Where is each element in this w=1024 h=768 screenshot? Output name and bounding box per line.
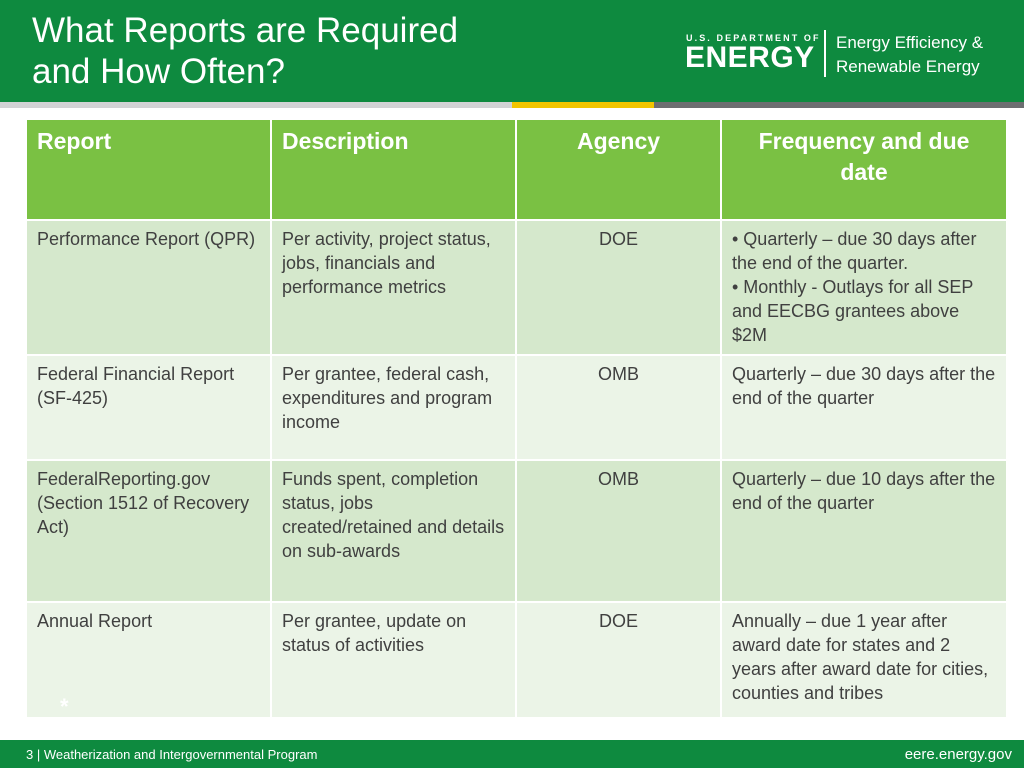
cell-agency: DOE (517, 221, 720, 354)
cell-frequency: Quarterly – due 10 days after the end of… (722, 461, 1006, 601)
logo-eere-line-2: Renewable Energy (836, 57, 980, 76)
accent-band-dark (654, 102, 1024, 108)
table-row: Annual Report Per grantee, update on sta… (27, 603, 1006, 717)
footer-website-link[interactable]: eere.energy.gov (904, 746, 1012, 763)
cell-agency: DOE (517, 603, 720, 717)
slide-title-line-2: and How Often? (32, 52, 285, 91)
cell-agency: OMB (517, 356, 720, 459)
column-header-agency: Agency (517, 120, 720, 219)
cell-frequency: Quarterly – due 30 days after the end of… (722, 356, 1006, 459)
cell-description: Per activity, project status, jobs, fina… (272, 221, 515, 354)
cell-report: Performance Report (QPR) (27, 221, 270, 354)
cell-report: Annual Report (27, 603, 270, 717)
logo-divider (824, 30, 826, 77)
table-row: Performance Report (QPR) Per activity, p… (27, 221, 1006, 354)
logo-energy-text: ENERGY (685, 41, 815, 74)
column-header-report: Report (27, 120, 270, 219)
table-row: FederalReporting.gov (Section 1512 of Re… (27, 461, 1006, 601)
footnote-asterisk: * (60, 694, 69, 719)
frequency-line: • Quarterly – due 30 days after the end … (732, 229, 977, 273)
cell-description: Per grantee, update on status of activit… (272, 603, 515, 717)
slide-header: What Reports are Required and How Often?… (0, 0, 1024, 102)
column-header-frequency: Frequency and due date (722, 120, 1006, 219)
cell-report: Federal Financial Report (SF-425) (27, 356, 270, 459)
frequency-line: Quarterly – due 10 days after the end of… (732, 469, 996, 513)
slide-footer: 3 | Weatherization and Intergovernmental… (0, 740, 1024, 768)
frequency-line: Annually – due 1 year after award date f… (732, 611, 989, 703)
slide-title: What Reports are Required and How Often? (32, 10, 458, 92)
frequency-line: Quarterly – due 30 days after the end of… (732, 364, 996, 408)
table-row: Federal Financial Report (SF-425) Per gr… (27, 356, 1006, 459)
logo-eere-line-1: Energy Efficiency & (836, 33, 984, 52)
accent-band-grey (0, 102, 512, 108)
cell-frequency: • Quarterly – due 30 days after the end … (722, 221, 1006, 354)
column-header-description: Description (272, 120, 515, 219)
reports-table: Report Description Agency Frequency and … (25, 118, 1008, 719)
cell-report: FederalReporting.gov (Section 1512 of Re… (27, 461, 270, 601)
frequency-line: • Monthly - Outlays for all SEP and EECB… (732, 277, 974, 345)
cell-agency: OMB (517, 461, 720, 601)
slide-title-line-1: What Reports are Required (32, 11, 459, 50)
footer-program-label: 3 | Weatherization and Intergovernmental… (26, 747, 318, 762)
table-header-row: Report Description Agency Frequency and … (27, 120, 1006, 219)
cell-description: Funds spent, completion status, jobs cre… (272, 461, 515, 601)
logo-department-text: U.S. DEPARTMENT OF (686, 33, 821, 43)
cell-description: Per grantee, federal cash, expenditures … (272, 356, 515, 459)
logo-eere-text: Energy Efficiency & Renewable Energy (836, 31, 983, 79)
accent-band-yellow (512, 102, 654, 108)
cell-frequency: Annually – due 1 year after award date f… (722, 603, 1006, 717)
